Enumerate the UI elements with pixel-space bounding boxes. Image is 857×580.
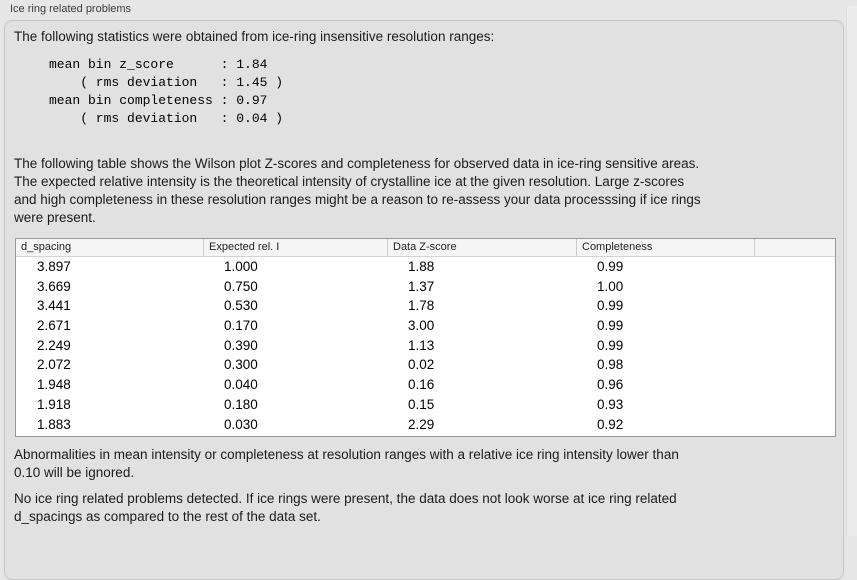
table-cell: 0.96 [597,377,624,393]
table-row[interactable]: 2.072 0.300 0.02 0.98 [16,355,835,375]
note-text: Abnormalities in mean intensity or compl… [14,446,679,482]
table-cell: 0.300 [224,357,258,373]
table-header-row: d_spacing Expected rel. I Data Z-score C… [16,239,835,257]
table-cell: 3.669 [37,278,71,294]
table-cell: 0.750 [224,278,258,294]
ice-ring-table: d_spacing Expected rel. I Data Z-score C… [15,238,836,437]
table-cell [754,257,835,277]
description-line: and high completeness in these resolutio… [14,192,701,207]
table-cell: 1.37 [408,278,435,294]
conclusion-text: No ice ring related problems detected. I… [14,490,677,526]
table-row[interactable]: 1.883 0.030 2.29 0.92 [16,415,835,435]
table-cell [754,375,835,395]
table-row[interactable]: 2.249 0.390 1.13 0.99 [16,336,835,356]
table-cell: 0.99 [597,318,624,334]
table-row[interactable]: 3.669 0.750 1.37 1.00 [16,277,835,297]
table-cell: 0.02 [408,357,435,373]
table-cell: 1.78 [408,298,435,314]
table-cell [754,296,835,316]
table-cell: 1.13 [408,337,435,353]
table-cell: 1.88 [408,259,435,274]
table-cell: 0.99 [597,259,624,274]
table-cell: 1.883 [37,416,71,432]
table-cell: 1.948 [37,377,71,393]
table-cell: 2.249 [37,337,71,353]
table-row[interactable]: 1.948 0.040 0.16 0.96 [16,375,835,395]
table-cell [754,355,835,375]
table-cell: 0.98 [597,357,624,373]
table-cell: 0.99 [597,337,624,353]
table-cell: 0.92 [597,416,624,432]
conclusion-line: d_spacings as compared to the rest of th… [14,509,321,524]
table-row[interactable]: 3.897 1.000 1.88 0.99 [16,257,835,277]
table-cell: 3.00 [408,318,435,334]
description-text: The following table shows the Wilson plo… [14,155,701,227]
table-cell: 1.00 [597,278,624,294]
table-cell: 2.072 [37,357,71,373]
table-cell: 0.15 [408,396,435,412]
table-cell [754,277,835,297]
table-cell: 0.16 [408,377,435,393]
table-body: 3.897 1.000 1.88 0.99 3.669 0.750 1.37 1.00 3.44… [16,257,835,434]
table-cell [754,336,835,356]
column-header-empty [754,239,835,256]
table-cell [754,395,835,415]
table-cell: 0.530 [224,298,258,314]
table-cell: 2.671 [37,318,71,334]
table-row[interactable]: 1.918 0.180 0.15 0.93 [16,395,835,415]
stats-monospace-block: mean bin z_score : 1.84 ( rms deviation … [49,57,284,126]
table-cell: 2.29 [408,416,435,432]
table-cell: 0.040 [224,377,258,393]
column-header-data-zscore[interactable]: Data Z-score [387,239,576,256]
conclusion-line: No ice ring related problems detected. I… [14,491,677,506]
description-line: The expected relative intensity is the t… [14,174,685,189]
scrollbar-track[interactable] [846,6,857,536]
table-cell: 0.180 [224,396,258,412]
table-row[interactable]: 2.671 0.170 3.00 0.99 [16,316,835,336]
table-cell: 0.030 [224,416,258,432]
column-header-expected-i[interactable]: Expected rel. I [203,239,387,256]
table-cell: 3.897 [37,259,71,274]
table-cell [754,316,835,336]
table-cell: 0.390 [224,337,258,353]
table-cell: 0.99 [597,298,624,314]
table-cell: 0.170 [224,318,258,334]
table-cell: 1.918 [37,396,71,412]
note-line: Abnormalities in mean intensity or compl… [14,447,679,462]
column-header-completeness[interactable]: Completeness [576,239,754,256]
table-cell: 1.000 [224,259,258,274]
table-row[interactable]: 3.441 0.530 1.78 0.99 [16,296,835,316]
description-line: The following table shows the Wilson plo… [14,156,700,171]
column-header-d-spacing[interactable]: d_spacing [21,241,72,253]
table-cell: 0.93 [597,396,624,412]
table-cell [754,415,835,435]
table-cell: 3.441 [37,298,71,314]
note-line: 0.10 will be ignored. [14,465,135,480]
intro-text: The following statistics were obtained f… [14,29,495,44]
description-line: were present. [14,210,96,225]
groupbox-title: Ice ring related problems [10,3,132,15]
